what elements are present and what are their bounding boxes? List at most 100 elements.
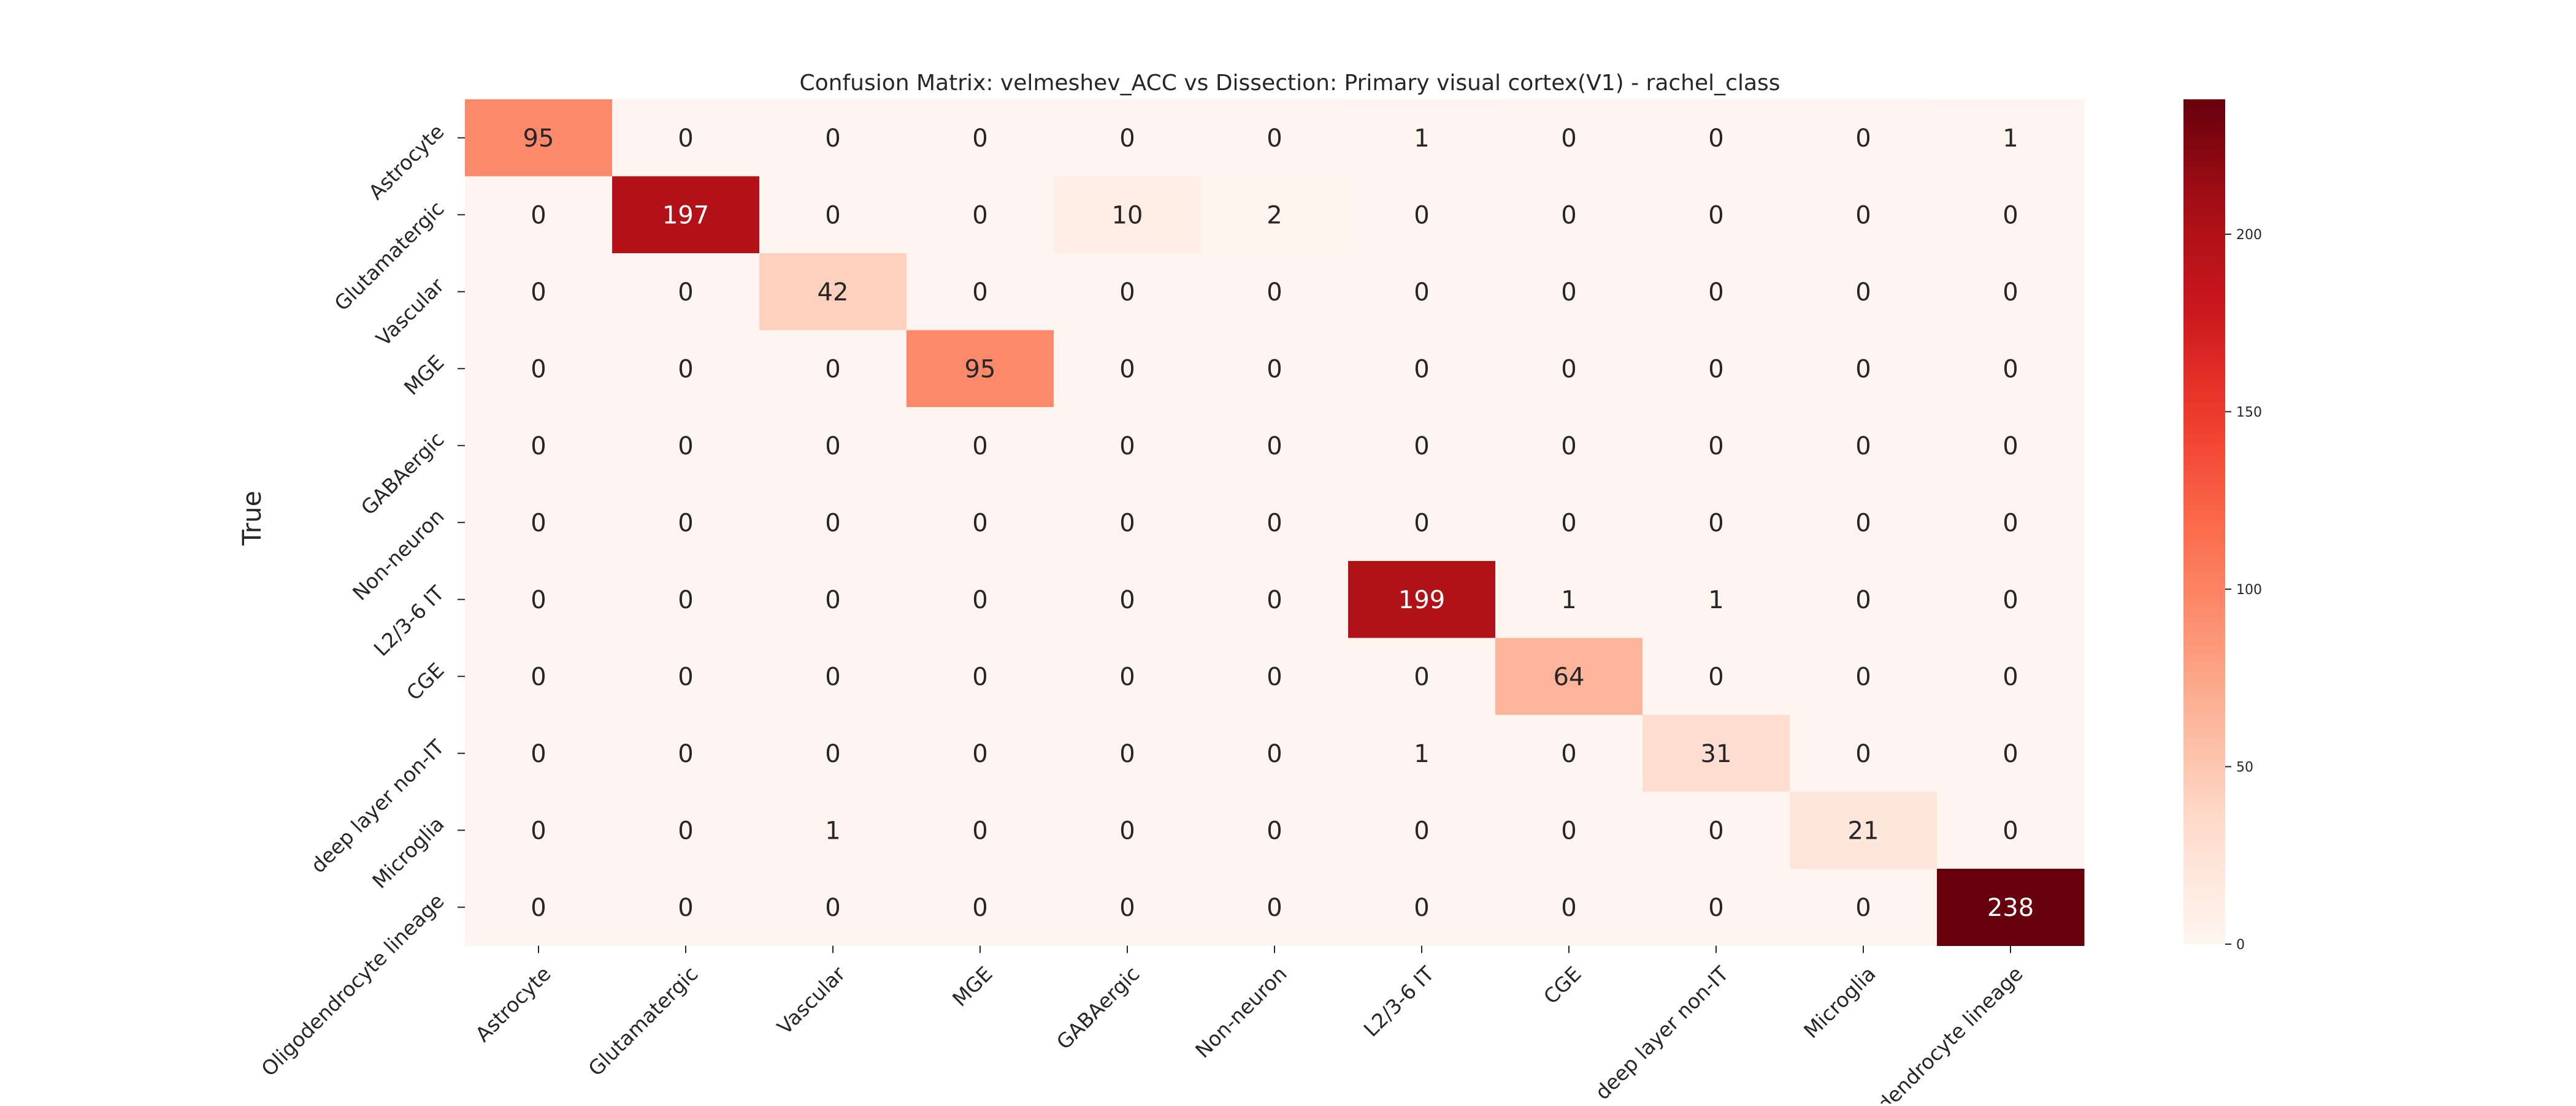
cell-r0-c0 [465,99,613,177]
cell-value-r3-c8: 0 [1708,355,1723,383]
cell-value-r9-c8: 0 [1708,817,1723,845]
cell-value-r2-c5: 0 [1267,278,1282,307]
cell-r6-c10 [1937,561,2085,638]
cell-value-r3-c2: 0 [825,355,840,383]
row-label-2: Vascular [371,273,448,351]
cell-r7-c0 [465,638,613,715]
cell-r2-c9 [1790,253,1938,330]
cell-value-r0-c9: 0 [1855,124,1871,153]
cell-r10-c4 [1054,869,1202,946]
cell-r1-c0 [465,176,613,254]
cell-r0-c8 [1643,99,1790,177]
cell-value-r3-c5: 0 [1267,355,1282,383]
cell-r9-c3 [907,791,1054,869]
cell-value-r6-c4: 0 [1119,586,1135,614]
cell-r0-c10 [1937,99,2085,177]
cell-value-r2-c3: 0 [972,278,987,307]
cell-value-r10-c1: 0 [678,894,693,922]
cell-r5-c3 [907,484,1054,562]
cell-value-r4-c6: 0 [1414,432,1429,460]
cell-value-r1-c3: 0 [972,201,987,229]
cell-value-r0-c6: 1 [1414,124,1429,153]
cell-value-r6-c9: 0 [1855,586,1871,614]
cell-value-r8-c9: 0 [1855,740,1871,768]
cell-r2-c6 [1348,253,1496,330]
cell-value-r1-c4: 10 [1112,201,1143,229]
cell-r4-c0 [465,407,613,484]
cell-r3-c4 [1054,330,1202,408]
cell-r2-c4 [1054,253,1202,330]
cell-value-r5-c8: 0 [1708,509,1723,537]
cell-r8-c4 [1054,715,1202,792]
cell-value-r6-c6: 199 [1398,586,1445,614]
cell-r0-c2 [759,99,907,177]
cell-value-r1-c8: 0 [1708,201,1723,229]
cell-r0-c9 [1790,99,1938,177]
row-label-6: L2/3-6 IT [369,581,450,661]
cell-value-r1-c9: 0 [1855,201,1871,229]
cell-value-r9-c2: 1 [825,817,840,845]
cell-r8-c2 [759,715,907,792]
cell-value-r6-c7: 1 [1561,586,1576,614]
cell-r3-c8 [1643,330,1790,408]
cell-value-r4-c8: 0 [1708,432,1723,460]
cell-r1-c9 [1790,176,1938,254]
cell-r6-c8 [1643,561,1790,638]
cell-value-r10-c8: 0 [1708,894,1723,922]
cell-r1-c5 [1201,176,1349,254]
cell-value-r4-c5: 0 [1267,432,1282,460]
cell-r5-c1 [612,484,760,562]
cell-value-r6-c5: 0 [1267,586,1282,614]
cell-r10-c1 [612,869,760,946]
cell-r8-c5 [1201,715,1349,792]
col-label-2: Vascular [772,961,849,1039]
cell-value-r9-c1: 0 [678,817,693,845]
cell-value-r7-c7: 64 [1554,663,1585,691]
cell-r6-c5 [1201,561,1349,638]
cell-r1-c6 [1348,176,1496,254]
colorbar: 0 50 100 150 200 [2183,99,2262,953]
cell-value-r1-c5: 2 [1267,201,1282,229]
cell-r2-c2 [759,253,907,330]
cell-value-r10-c5: 0 [1267,894,1282,922]
cell-value-r2-c8: 0 [1708,278,1723,307]
cell-value-r10-c3: 0 [972,894,987,922]
cell-value-r1-c0: 0 [531,201,546,229]
cell-value-r1-c2: 0 [825,201,840,229]
cell-value-r7-c9: 0 [1855,663,1871,691]
cell-r7-c3 [907,638,1054,715]
cell-r1-c10 [1937,176,2085,254]
cell-r4-c3 [907,407,1054,484]
cell-value-r5-c3: 0 [972,509,987,537]
cell-value-r7-c6: 0 [1414,663,1429,691]
cell-value-r5-c10: 0 [2003,509,2018,537]
cell-r8-c6 [1348,715,1496,792]
cell-r5-c7 [1495,484,1643,562]
cell-value-r6-c10: 0 [2003,586,2018,614]
cell-r3-c1 [612,330,760,408]
cell-r2-c1 [612,253,760,330]
cell-value-r2-c10: 0 [2003,278,2018,307]
cell-value-r9-c6: 0 [1414,817,1429,845]
cell-value-r8-c4: 0 [1119,740,1135,768]
cell-r7-c5 [1201,638,1349,715]
cell-value-r5-c9: 0 [1855,509,1871,537]
cell-r3-c9 [1790,330,1938,408]
row-label-7: CGE [402,658,449,705]
cell-r1-c2 [759,176,907,254]
cell-value-r6-c8: 1 [1708,586,1723,614]
col-label-9: Microglia [1799,962,1880,1043]
cell-r4-c6 [1348,407,1496,484]
cell-r9-c1 [612,791,760,869]
cell-r3-c5 [1201,330,1349,408]
cell-value-r2-c6: 0 [1414,278,1429,307]
cell-value-r7-c2: 0 [825,663,840,691]
cell-value-r6-c2: 0 [825,586,840,614]
cell-r10-c9 [1790,869,1938,946]
cell-r9-c5 [1201,791,1349,869]
cell-value-r5-c5: 0 [1267,509,1282,537]
cell-r7-c6 [1348,638,1496,715]
cell-value-r8-c5: 0 [1267,740,1282,768]
cell-value-r4-c2: 0 [825,432,840,460]
